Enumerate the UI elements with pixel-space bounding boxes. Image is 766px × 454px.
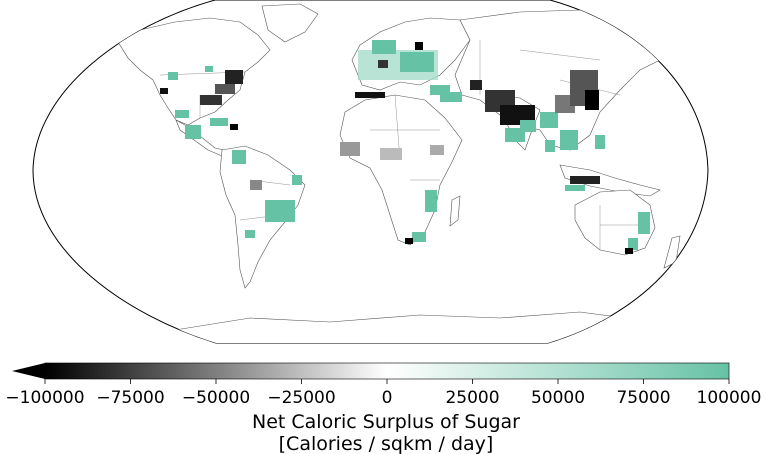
- greenland: [261, 3, 319, 43]
- colorbar-tick-label: −75000: [96, 388, 164, 408]
- colorbar-tick-labels: −100000 −75000 −50000 −25000 0 25000 50000 7500…: [5, 388, 761, 408]
- country-borders: [159, 40, 650, 250]
- north-america: [117, 17, 271, 126]
- colorbar: −100000 −75000 −50000 −25000 0 25000 50000 7500…: [5, 362, 761, 454]
- colorbar-gradient: [44, 362, 730, 380]
- data-pixels: [160, 40, 650, 254]
- colorbar-tick-label: 50000: [531, 388, 585, 408]
- colorbar-tick-label: −50000: [182, 388, 250, 408]
- colorbar-label-line1: Net Caloric Surplus of Sugar: [252, 411, 520, 433]
- colorbar-ticks: [44, 379, 730, 384]
- world-map: [32, 0, 709, 344]
- colorbar-tick-label: −25000: [267, 388, 335, 408]
- colorbar-tick-label: 75000: [616, 388, 670, 408]
- colorbar-tick-label: −100000: [5, 388, 84, 408]
- colorbar-label-line2: [Calories / sqkm / day]: [279, 433, 494, 454]
- colorbar-tick-label: 25000: [445, 388, 499, 408]
- colorbar-extend-arrow: [12, 363, 45, 379]
- colorbar-tick-label: 100000: [697, 388, 762, 408]
- madagascar: [449, 195, 461, 227]
- colorbar-tick-label: 0: [382, 388, 393, 408]
